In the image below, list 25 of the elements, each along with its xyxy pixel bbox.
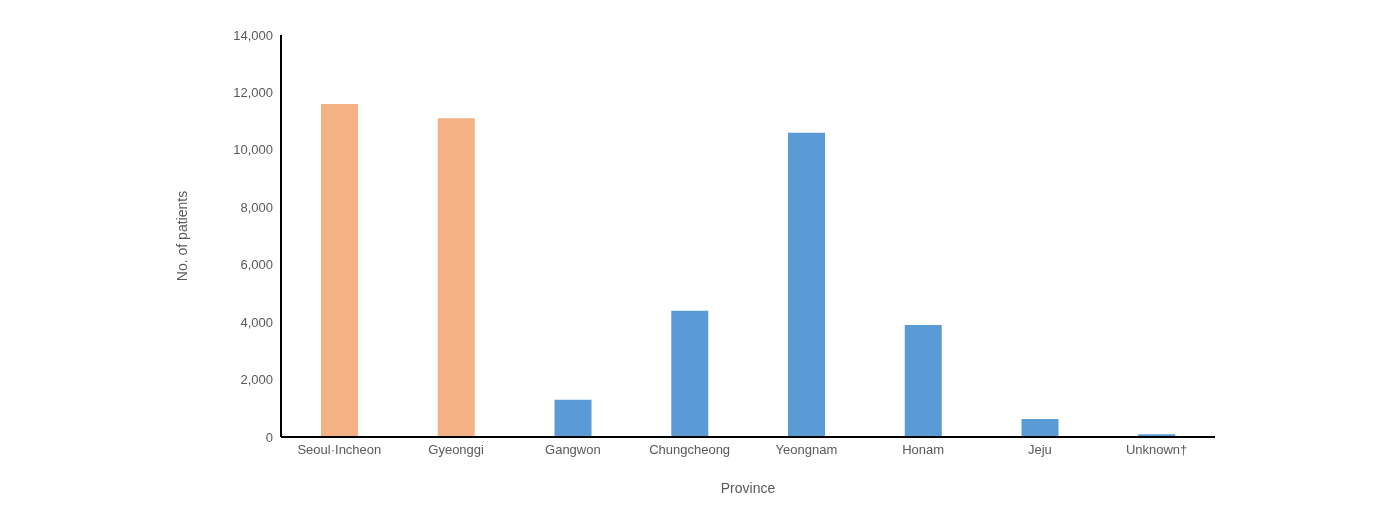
x-axis-title: Province	[720, 480, 776, 496]
x-tick-label: Unknown†	[1125, 442, 1188, 458]
x-tick-label: Honam	[902, 442, 945, 458]
x-tick-label: Gyeonggi	[428, 442, 485, 458]
x-tick-label: Yeongnam	[775, 442, 838, 458]
x-tick-label: Seoul·Incheon	[297, 442, 382, 458]
bar	[904, 325, 942, 437]
bar	[554, 399, 592, 437]
bar	[437, 118, 475, 437]
y-tick-label: 8,000	[240, 199, 273, 215]
y-tick-label: 2,000	[240, 372, 273, 388]
bar	[321, 103, 358, 437]
y-tick-label: 0	[265, 429, 273, 445]
bar	[671, 310, 709, 437]
y-tick-label: 14,000	[233, 27, 273, 43]
y-axis-title: No. of patients	[173, 190, 190, 282]
y-tick-label: 10,000	[233, 142, 273, 158]
bar	[1021, 418, 1059, 437]
y-tick-label: 6,000	[240, 257, 273, 273]
x-tick-label: Chungcheong	[649, 442, 731, 458]
bar	[788, 132, 825, 437]
x-tick-label: Jeju	[1027, 442, 1052, 458]
x-tick-label: Gangwon	[545, 442, 601, 458]
y-tick-label: 4,000	[240, 314, 273, 330]
y-tick-label: 12,000	[233, 85, 273, 101]
